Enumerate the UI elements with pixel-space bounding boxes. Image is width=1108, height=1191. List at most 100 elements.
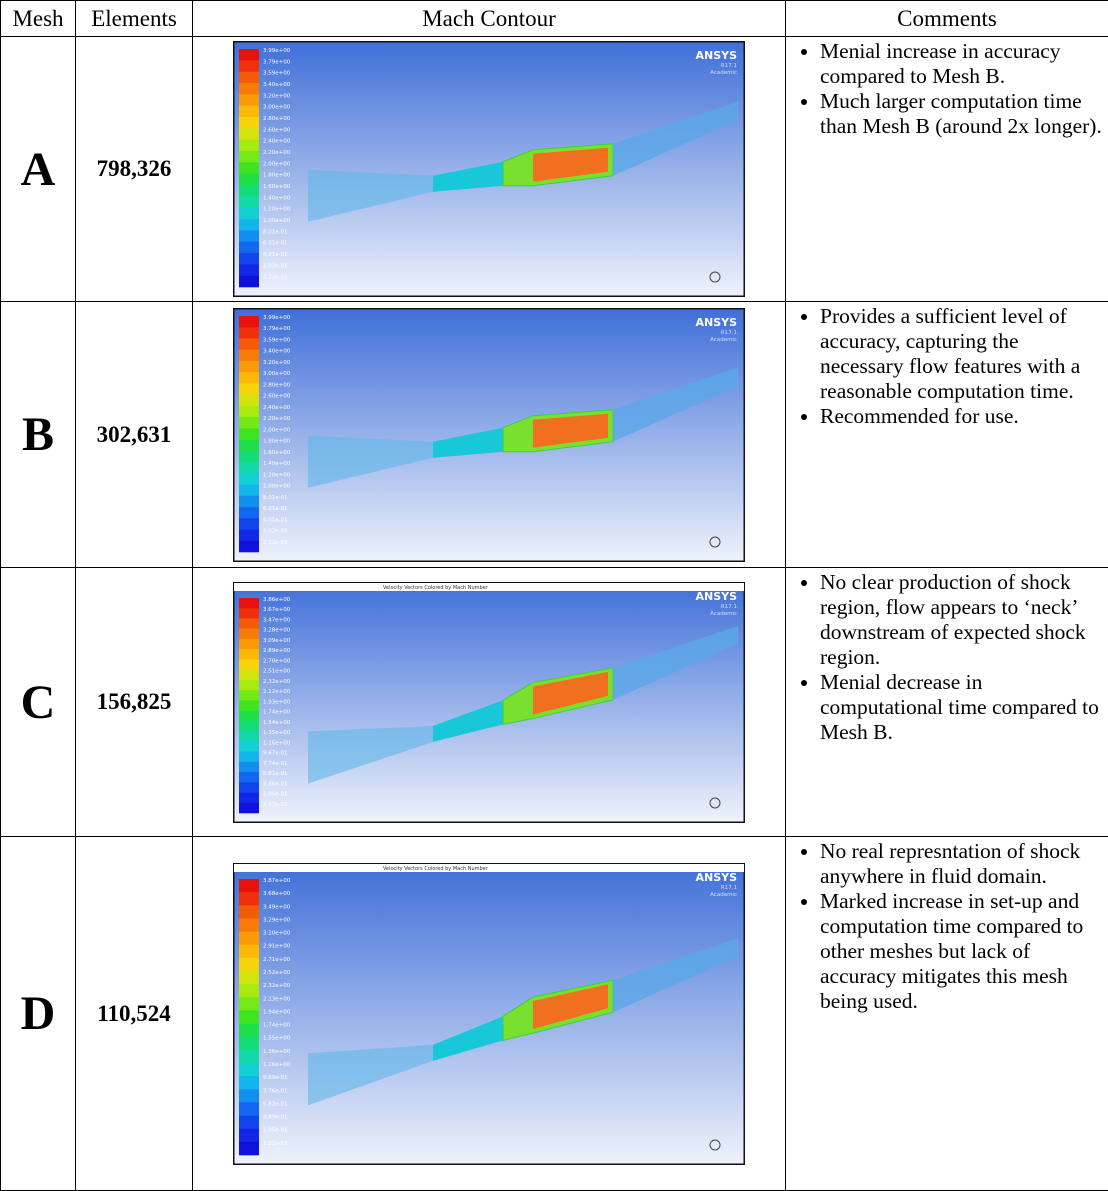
legend-swatch	[239, 1141, 259, 1154]
logo-name: ANSYS	[695, 49, 737, 62]
legend-label: 3.99e+00	[263, 48, 291, 54]
mesh-table: MeshElementsMach ContourComments A798,32…	[0, 0, 1108, 1191]
legend-label: 4.01e-01	[263, 517, 288, 523]
legend-swatch	[239, 495, 259, 507]
comments-cell: Menial increase in accuracy compared to …	[786, 37, 1108, 302]
legend-swatch	[239, 700, 259, 711]
legend-swatch	[239, 94, 259, 106]
legend-swatch	[239, 484, 259, 496]
legend-label: 1.80e+00	[263, 438, 291, 444]
legend-swatch	[239, 782, 259, 793]
legend-label: 5.81e-01	[263, 771, 288, 777]
legend-label: 1.93e+00	[263, 699, 291, 705]
legend-label: 3.09e+00	[263, 637, 291, 643]
logo-name: ANSYS	[695, 590, 737, 603]
window-title: Velocity Vectors Colored by Mach Number	[383, 585, 489, 591]
legend-swatch	[239, 276, 259, 288]
legend-swatch	[239, 598, 259, 609]
legend-label: 2.91e+00	[263, 943, 291, 949]
header-cell: Mach Contour	[193, 1, 786, 37]
legend-swatch	[239, 1023, 259, 1036]
logo-version: R17.1	[721, 63, 737, 69]
legend-label: 1.20e+00	[263, 472, 291, 478]
border	[234, 863, 745, 1164]
legend-swatch	[239, 349, 259, 361]
legend-label: 2.12e+00	[263, 689, 291, 695]
element-count: 798,326	[76, 37, 193, 302]
legend-label: 8.01e-01	[263, 494, 288, 500]
legend-swatch	[239, 405, 259, 417]
legend-label: 3.20e+00	[263, 93, 291, 99]
legend-label: 1.55e+00	[263, 1035, 291, 1041]
legend-label: 3.20e+00	[263, 359, 291, 365]
legend-swatch	[239, 372, 259, 384]
legend-swatch	[239, 473, 259, 485]
legend-swatch	[239, 264, 259, 276]
legend-swatch	[239, 997, 259, 1010]
title-bar	[234, 864, 744, 872]
legend-label: 3.68e+00	[263, 891, 291, 897]
comment-item: No real represntation of shock anywhere …	[820, 839, 1104, 889]
legend-swatch	[239, 761, 259, 772]
comment-list: Provides a sufficient level of accuracy,…	[786, 304, 1104, 429]
table-row: C156,825Velocity Vectors Colored by Mach…	[1, 568, 1108, 837]
legend-label: 1.80e+00	[263, 173, 291, 179]
legend-swatch	[239, 140, 259, 152]
logo-version: R17.1	[721, 604, 737, 610]
legend-swatch	[239, 383, 259, 395]
mach-contour-image: 3.99e+003.79e+003.59e+003.40e+003.20e+00…	[233, 308, 745, 562]
legend-label: 2.00e+00	[263, 427, 291, 433]
legend-label: 4.01e-01	[263, 252, 288, 258]
header-cell: Comments	[786, 1, 1108, 37]
legend-swatch	[239, 83, 259, 95]
legend-swatch	[239, 1036, 259, 1049]
legend-swatch	[239, 338, 259, 350]
legend-swatch	[239, 72, 259, 84]
logo-edition: Academic	[710, 70, 737, 76]
element-count: 302,631	[76, 302, 193, 568]
legend-label: 1.95e-01	[263, 1127, 288, 1133]
legend-label: 3.00e+00	[263, 105, 291, 111]
logo-edition: Academic	[710, 611, 737, 617]
comment-list: Menial increase in accuracy compared to …	[786, 39, 1104, 139]
legend-label: 2.71e+00	[263, 956, 291, 962]
legend-swatch	[239, 649, 259, 660]
legend-label: 2.20e+00	[263, 150, 291, 156]
legend-label: 1.00e+00	[263, 483, 291, 489]
legend-label: 3.28e+00	[263, 627, 291, 633]
legend-swatch	[239, 710, 259, 721]
legend-label: 3.67e-03	[263, 801, 288, 807]
legend-swatch	[239, 462, 259, 474]
comment-item: Menial increase in accuracy compared to …	[820, 39, 1104, 89]
table-row: D110,524Velocity Vectors Colored by Mach…	[1, 837, 1108, 1191]
legend-swatch	[239, 253, 259, 265]
legend-swatch	[239, 106, 259, 118]
table-row: B302,6313.99e+003.79e+003.59e+003.40e+00…	[1, 302, 1108, 568]
legend-label: 1.35e+00	[263, 730, 291, 736]
legend-label: 5.82e-01	[263, 1101, 288, 1107]
legend-swatch	[239, 1063, 259, 1076]
legend-label: 2.13e+00	[263, 996, 291, 1002]
legend-swatch	[239, 316, 259, 328]
legend-swatch	[239, 879, 259, 892]
page: MeshElementsMach ContourComments A798,32…	[0, 0, 1108, 1191]
legend-swatch	[239, 608, 259, 619]
legend-label: 7.74e-01	[263, 760, 288, 766]
legend-swatch	[239, 659, 259, 670]
legend-label: 3.88e-01	[263, 781, 288, 787]
legend-swatch	[239, 1102, 259, 1115]
element-count: 110,524	[76, 837, 193, 1191]
title-bar	[234, 583, 744, 591]
contour-cell: 3.99e+003.79e+003.59e+003.40e+003.20e+00…	[193, 37, 786, 302]
comment-item: Menial decrease in computational time co…	[820, 670, 1104, 745]
legend-label: 6.01e-01	[263, 506, 288, 512]
legend-swatch	[239, 196, 259, 208]
legend-label: 1.40e+00	[263, 195, 291, 201]
contour-cell: Velocity Vectors Colored by Mach Number3…	[193, 837, 786, 1191]
legend-label: 1.60e+00	[263, 184, 291, 190]
legend-swatch	[239, 518, 259, 530]
comment-item: No clear production of shock region, flo…	[820, 570, 1104, 670]
legend-label: 2.60e+00	[263, 127, 291, 133]
legend-swatch	[239, 1128, 259, 1141]
legend-label: 2.52e+00	[263, 970, 291, 976]
